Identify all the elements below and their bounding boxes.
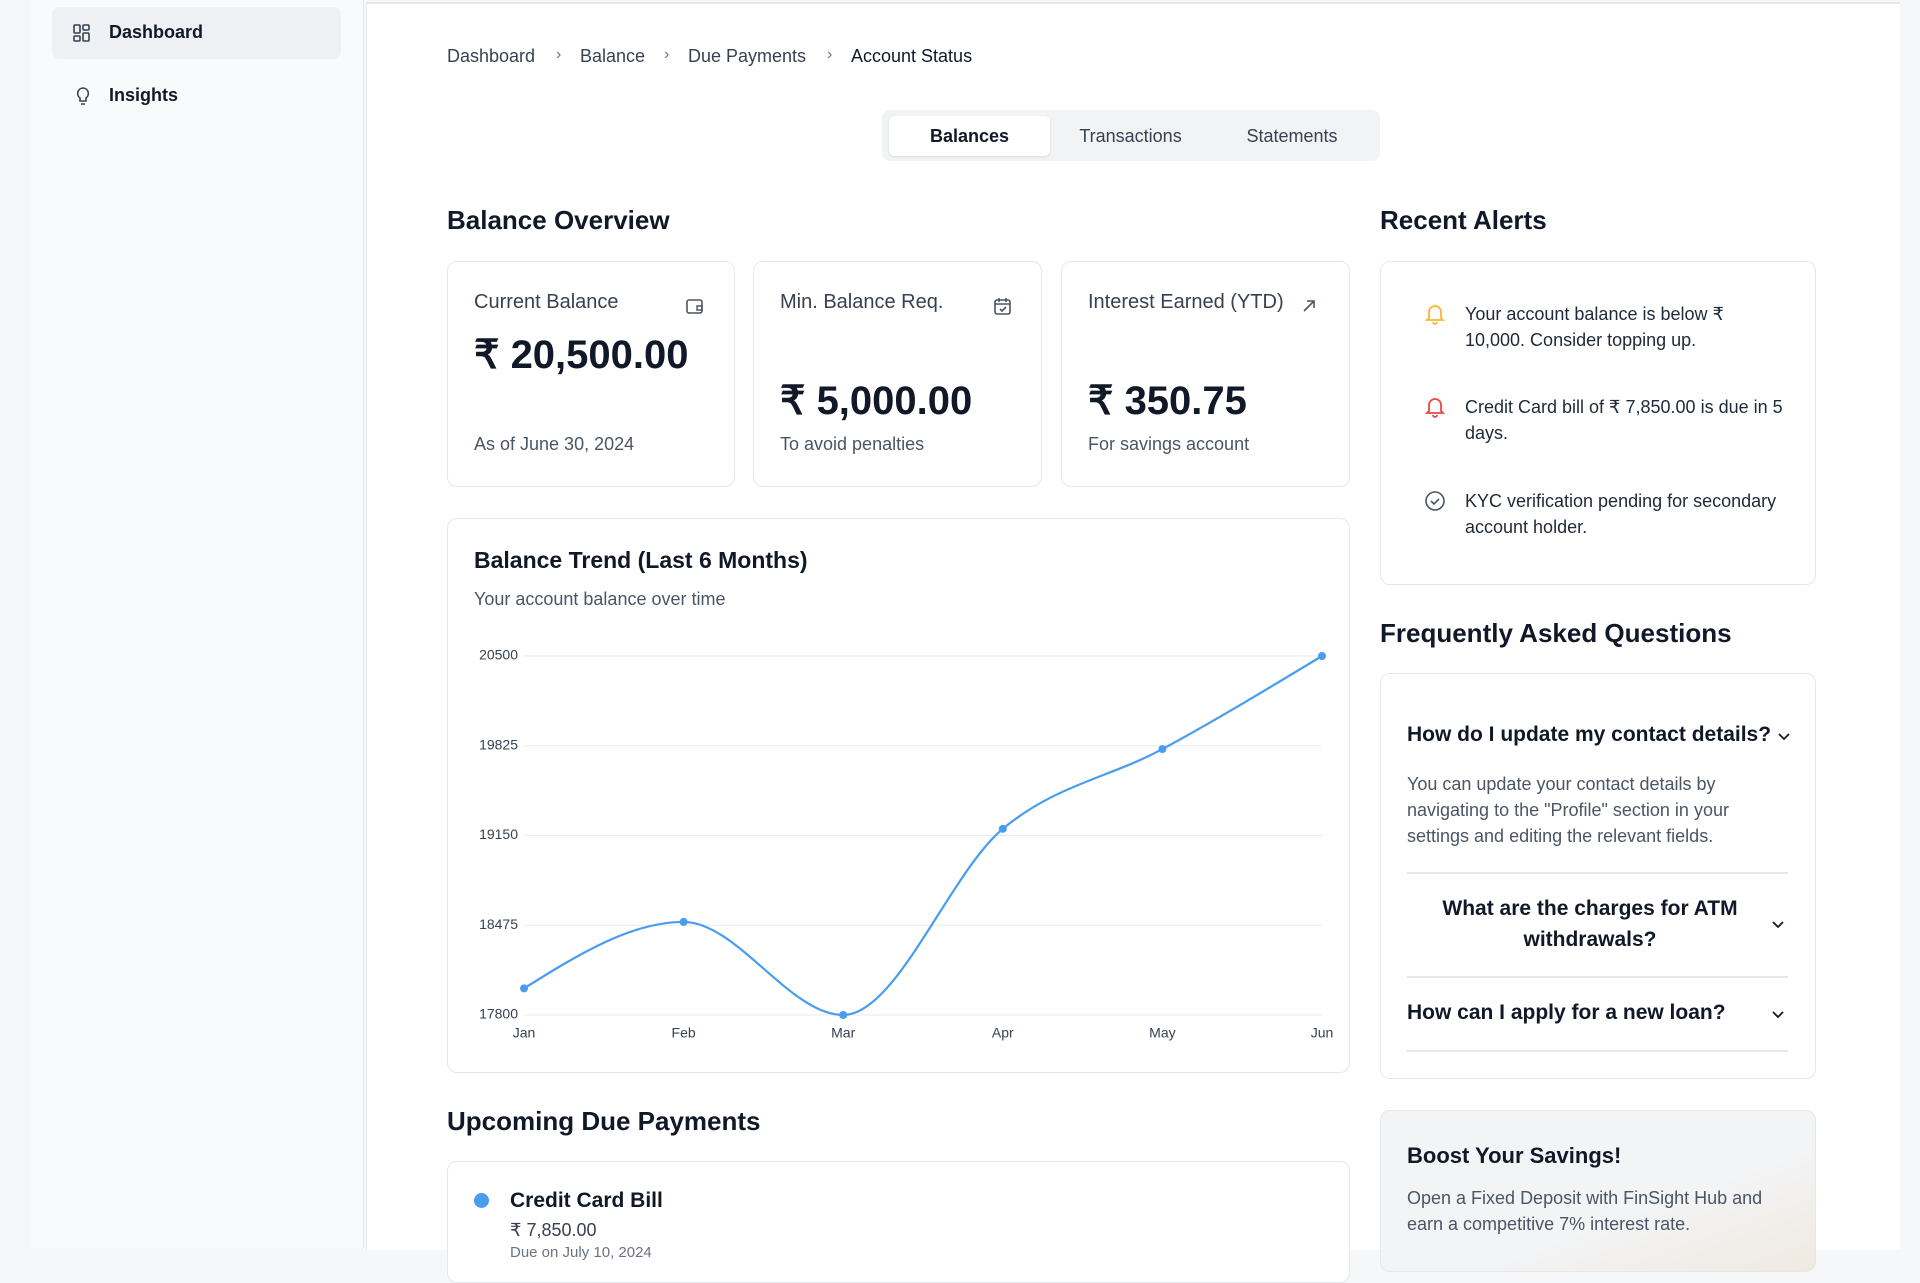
x-tick-label: Jun	[1311, 1025, 1334, 1041]
section-title: Upcoming Due Payments	[447, 1106, 761, 1136]
payment-due: Due on July 10, 2024	[510, 1244, 652, 1261]
chevron	[1772, 1011, 1784, 1019]
promo-text: Open a Fixed Deposit with FinSight Hub a…	[1407, 1188, 1763, 1234]
promo-title: Boost Your Savings!	[1407, 1143, 1622, 1168]
breadcrumb-item[interactable]: Dashboard	[447, 46, 536, 66]
faq-question[interactable]: How do I update my contact details?	[1407, 723, 1772, 746]
tab[interactable]: Statements	[1246, 126, 1338, 146]
alert-text: Your account balance is below ₹ 10,000. …	[1465, 304, 1724, 350]
y-tick-label: 18475	[479, 916, 518, 932]
bell-icon	[1424, 305, 1446, 325]
stat-note: To avoid penalties	[780, 434, 925, 454]
point	[839, 1011, 848, 1019]
stat-value: ₹ 350.75	[1088, 379, 1247, 423]
chart-title: Balance Trend (Last 6 Months)	[474, 547, 808, 573]
nav-item[interactable]: Dashboard	[109, 22, 204, 42]
breadcrumb-item: Account Status	[851, 46, 973, 66]
breadcrumb-item[interactable]: Due Payments	[688, 46, 807, 66]
y-tick-label: 19150	[479, 826, 518, 842]
line	[523, 655, 1323, 1017]
stat-label: Current Balance	[474, 291, 619, 313]
stat-note: As of June 30, 2024	[474, 434, 635, 454]
point	[998, 824, 1007, 833]
alert-text: KYC verification pending for secondary a…	[1465, 491, 1777, 537]
chart: Balance Trend (Last 6 Months) Your accou…	[474, 547, 1334, 1041]
check-icon	[1425, 491, 1445, 511]
breadcrumb-sep: ›	[827, 46, 833, 63]
y-tick-label: 20500	[479, 647, 518, 663]
dashboard-icon	[73, 24, 90, 42]
x-tick-label: Mar	[831, 1025, 855, 1041]
point	[520, 984, 528, 993]
alerts-card	[1380, 261, 1816, 585]
payment-name: Credit Card Bill	[510, 1189, 663, 1212]
stat-value: ₹ 5,000.00	[780, 379, 973, 423]
stat-card	[753, 261, 1042, 487]
divider	[1407, 1050, 1788, 1052]
nav-item[interactable]: Insights	[109, 85, 179, 105]
nav-active-bg	[52, 7, 341, 59]
faq-card	[1380, 673, 1816, 1079]
bell-icon	[1424, 398, 1446, 418]
stat-card	[1061, 261, 1350, 487]
x-tick-label: May	[1149, 1025, 1175, 1041]
alert-text: Credit Card bill of ₹ 7,850.00 is due in…	[1465, 397, 1783, 443]
point	[679, 917, 688, 926]
insights-icon	[76, 87, 90, 105]
section-title: Balance Overview	[447, 205, 670, 235]
breadcrumb-sep: ›	[556, 46, 562, 63]
x-tick-label: Feb	[672, 1025, 696, 1041]
faq-question[interactable]: What are the charges for ATM withdrawals…	[1442, 897, 1738, 951]
stat-label: Interest Earned (YTD)	[1088, 291, 1284, 313]
stat-note: For savings account	[1088, 434, 1250, 454]
tab[interactable]: Balances	[889, 116, 1050, 156]
x-tick-label: Apr	[992, 1025, 1014, 1041]
stat-card	[447, 261, 735, 487]
promo-card	[1380, 1110, 1816, 1272]
divider	[1407, 976, 1788, 978]
sidebar	[31, 0, 364, 1248]
payment-amount: ₹ 7,850.00	[510, 1220, 597, 1240]
point	[1158, 745, 1167, 754]
chart-card	[447, 518, 1350, 1073]
divider	[1407, 872, 1788, 874]
faq-question[interactable]: How can I apply for a new loan?	[1407, 1001, 1726, 1024]
breadcrumb-sep: ›	[664, 46, 670, 63]
page: Dashboard Insights Dashboard › Balance ›…	[31, 0, 1900, 1283]
section-title: Frequently Asked Questions	[1380, 618, 1732, 648]
stat-label: Min. Balance Req.	[780, 291, 944, 313]
x-tick-label: Jan	[513, 1025, 536, 1041]
y-tick-label: 19825	[479, 736, 518, 752]
stat-value: ₹ 20,500.00	[474, 333, 689, 377]
arrow-icon	[1303, 300, 1315, 312]
calendar-icon	[994, 298, 1011, 315]
faq-answer: You can update your contact details by n…	[1407, 774, 1729, 846]
wallet-icon	[686, 299, 703, 314]
tab[interactable]: Transactions	[1079, 126, 1182, 146]
point	[1318, 652, 1326, 660]
breadcrumb-item[interactable]: Balance	[580, 46, 646, 66]
y-tick-label: 17800	[479, 1006, 518, 1022]
chart-subtitle: Your account balance over time	[474, 589, 726, 609]
section-title: Recent Alerts	[1380, 205, 1547, 235]
chevron	[1772, 921, 1784, 929]
chevron	[1778, 733, 1790, 741]
status-dot	[474, 1193, 489, 1208]
